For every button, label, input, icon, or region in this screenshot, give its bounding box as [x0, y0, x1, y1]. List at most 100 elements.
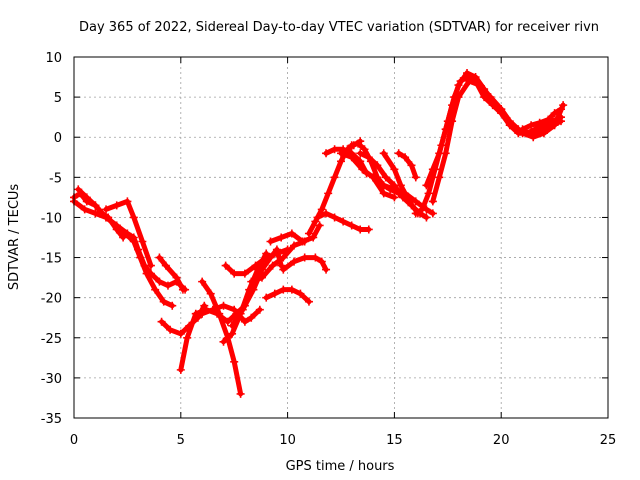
data-point	[354, 139, 363, 148]
series-track-25	[394, 149, 420, 182]
data-point	[339, 217, 348, 226]
data-point	[358, 165, 367, 174]
data-point	[146, 261, 155, 270]
data-point	[230, 357, 239, 366]
data-point	[394, 149, 403, 158]
data-point	[159, 297, 168, 306]
data-point	[255, 305, 264, 314]
data-point	[411, 209, 420, 218]
data-point	[550, 109, 559, 118]
data-point	[198, 277, 207, 286]
data-point	[228, 321, 237, 330]
data-point	[422, 181, 431, 190]
data-point	[379, 181, 388, 190]
x-axis-label: GPS time / hours	[286, 459, 395, 474]
data-point	[178, 285, 187, 294]
data-point	[298, 237, 307, 246]
data-point	[262, 293, 271, 302]
data-point	[317, 257, 326, 266]
data-point	[112, 225, 121, 234]
data-point	[138, 237, 147, 246]
data-point	[360, 145, 369, 154]
data-point	[238, 305, 247, 314]
data-point	[390, 165, 399, 174]
data-point	[356, 225, 365, 234]
data-point	[364, 225, 373, 234]
data-point	[424, 189, 433, 198]
data-point	[142, 269, 151, 278]
series-track-2	[70, 197, 177, 310]
data-point	[240, 317, 249, 326]
data-point	[379, 189, 388, 198]
series-track-27	[422, 69, 566, 190]
data-point	[518, 125, 527, 134]
data-point	[330, 173, 339, 182]
data-point	[163, 281, 172, 290]
data-point	[151, 285, 160, 294]
data-point	[119, 233, 128, 242]
data-point	[208, 305, 217, 314]
y-axis-label: SDTVAR / TECUs	[7, 184, 22, 291]
series-track-20	[337, 149, 399, 202]
series-track-29	[518, 105, 566, 134]
y-tick-label: -25	[41, 332, 62, 347]
data-point	[535, 118, 544, 127]
data-point	[272, 249, 281, 258]
grid-lines	[74, 57, 608, 418]
data-point	[228, 329, 237, 338]
series-track-12	[221, 245, 292, 278]
x-tick-label: 15	[386, 433, 403, 448]
data-point	[315, 221, 324, 230]
series-group	[70, 69, 568, 398]
data-point	[176, 365, 185, 374]
data-point	[405, 197, 414, 206]
data-point	[183, 333, 192, 342]
data-point	[396, 181, 405, 190]
data-point	[322, 149, 331, 158]
data-point	[463, 69, 472, 78]
data-point	[268, 261, 277, 270]
data-point	[82, 193, 91, 202]
data-point	[435, 173, 444, 182]
data-point	[247, 313, 256, 322]
x-tick-label: 10	[279, 433, 296, 448]
data-point	[236, 389, 245, 398]
series-line	[159, 303, 207, 337]
x-tick-label: 5	[177, 433, 185, 448]
data-point	[322, 209, 331, 218]
series-line	[263, 287, 312, 305]
data-point	[550, 121, 559, 130]
series-line	[156, 255, 186, 293]
data-point	[221, 261, 230, 270]
data-point	[219, 337, 228, 346]
data-point	[287, 229, 296, 238]
data-point	[347, 153, 356, 162]
data-point	[356, 149, 365, 158]
data-point	[441, 149, 450, 158]
data-point	[257, 265, 266, 274]
data-point	[279, 253, 288, 262]
y-tick-label: 0	[54, 131, 62, 146]
data-point	[309, 233, 318, 242]
data-point	[240, 269, 249, 278]
data-point	[330, 145, 339, 154]
data-point	[418, 205, 427, 214]
data-point	[257, 273, 266, 282]
data-point	[129, 213, 138, 222]
data-point	[155, 253, 164, 262]
data-point	[102, 205, 111, 214]
data-point	[80, 205, 89, 214]
data-point	[401, 153, 410, 162]
data-point	[428, 165, 437, 174]
data-point	[379, 149, 388, 158]
data-point	[290, 241, 299, 250]
x-tick-label: 20	[493, 433, 510, 448]
data-point	[497, 105, 506, 114]
data-point	[230, 305, 239, 314]
data-point	[279, 265, 288, 274]
data-point	[155, 277, 164, 286]
series-track-6	[157, 301, 209, 338]
data-point	[206, 289, 215, 298]
data-point	[304, 297, 313, 306]
